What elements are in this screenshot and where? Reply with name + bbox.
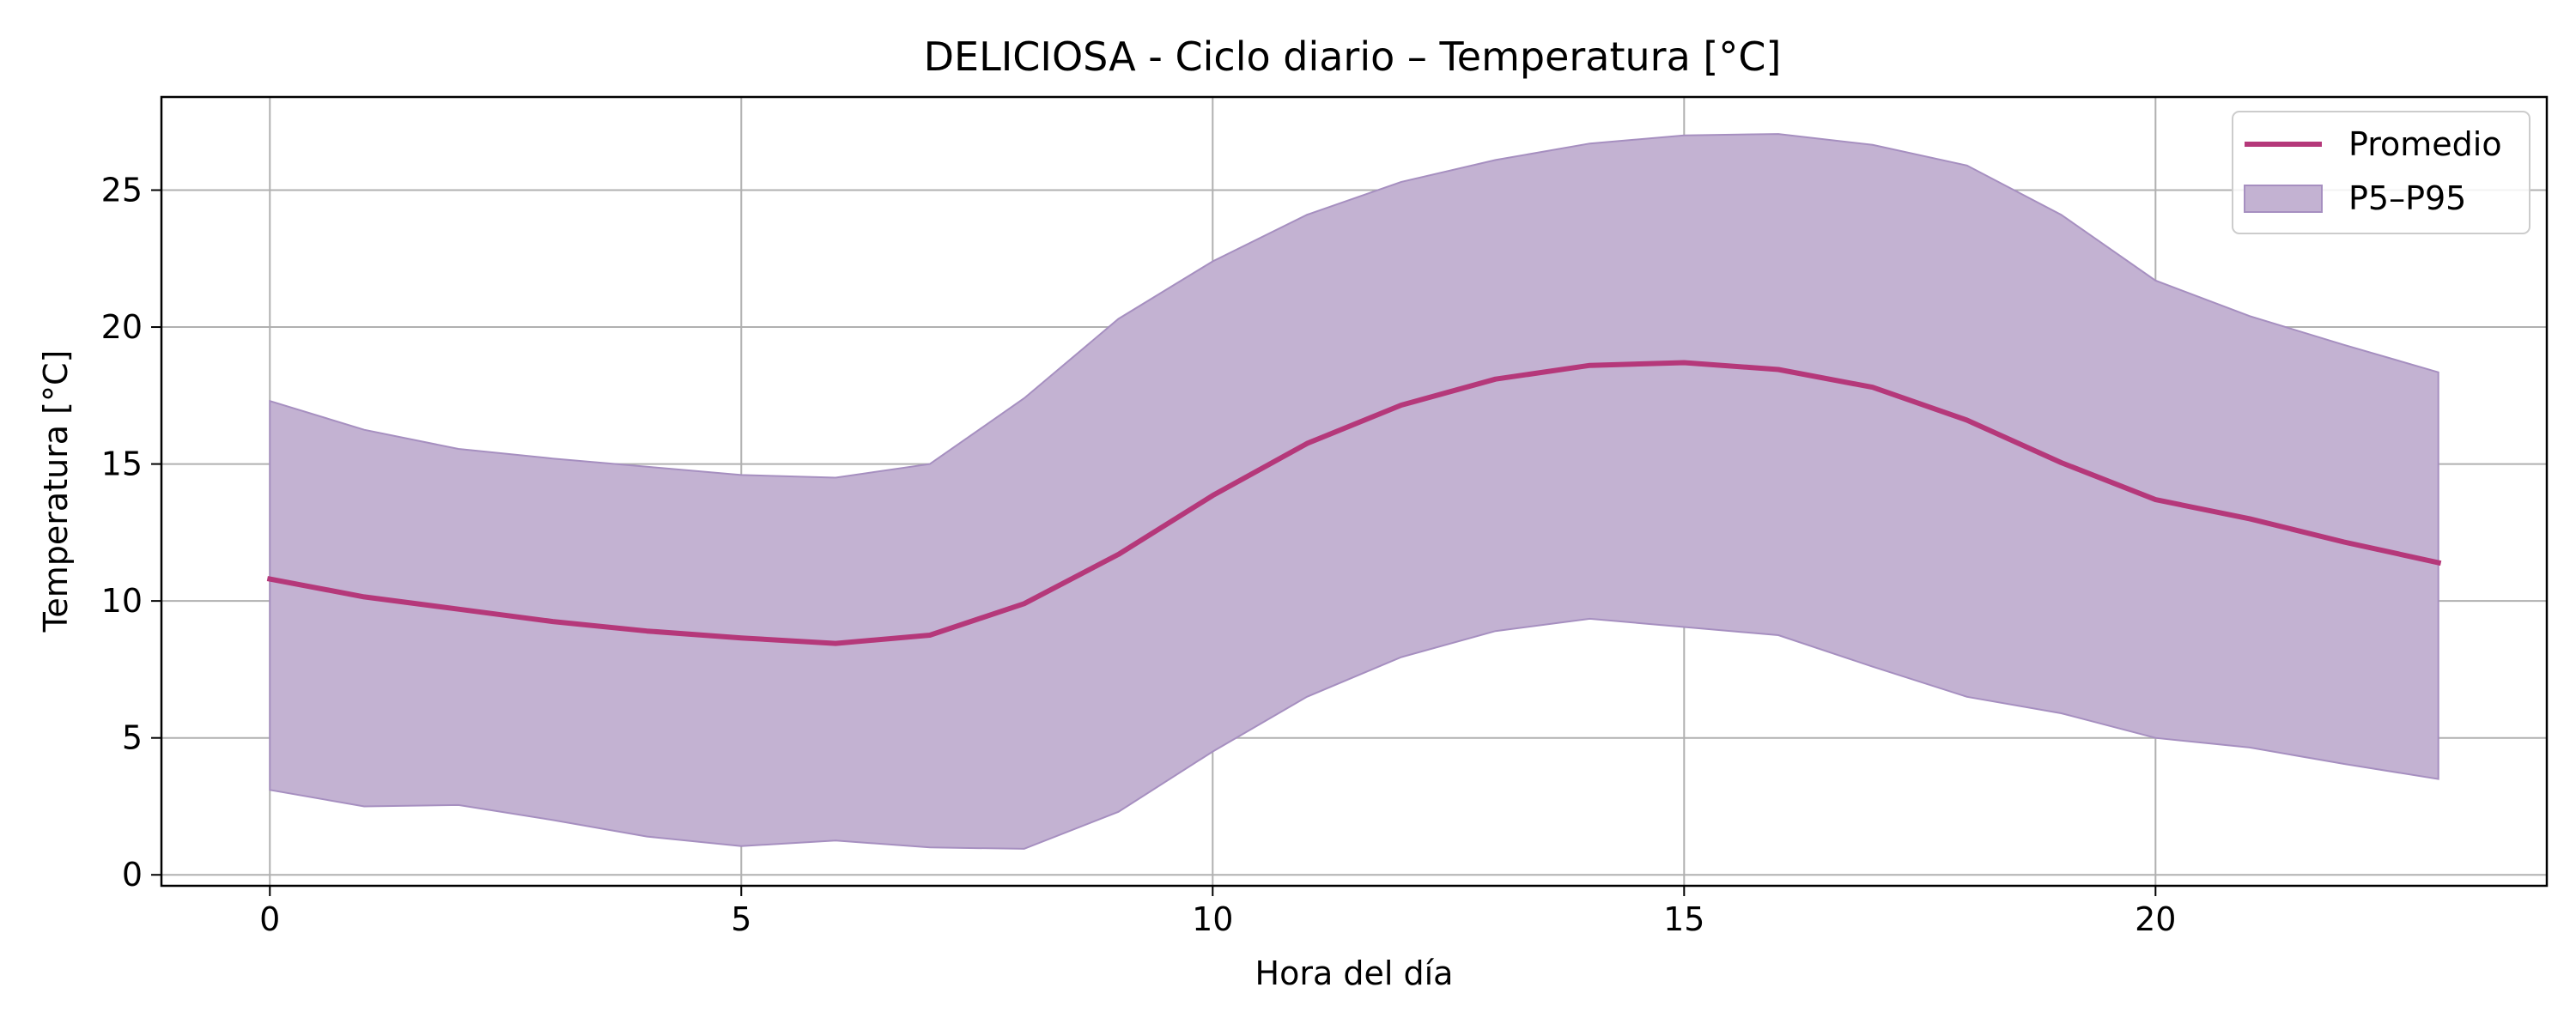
band-p5-p95 [269,133,2439,850]
x-axis-label: Hora del día [1255,954,1454,992]
axis-ticks: 0 5 10 15 20 0 5 10 15 20 25 [101,171,2177,938]
y-tick-label: 5 [122,719,143,757]
x-tick-label: 15 [1663,900,1704,938]
y-tick-label: 25 [101,171,143,209]
y-tick-label: 20 [101,308,143,346]
legend-label-promedio: Promedio [2348,125,2502,163]
line-layer [266,360,2442,646]
legend-swatch-p5-p95 [2244,185,2323,213]
legend-label-p5-p95: P5–P95 [2348,179,2466,217]
y-tick-label: 10 [101,582,143,620]
y-axis-label: Temperatura [°C] [37,350,75,633]
x-tick-label: 20 [2135,900,2176,938]
y-tick-label: 0 [122,856,143,894]
x-tick-label: 5 [731,900,751,938]
line-promedio [266,360,2442,646]
y-tick-label: 15 [101,445,143,483]
plot-frame [160,95,2549,888]
legend: Promedio P5–P95 [2232,111,2530,234]
x-tick-label: 10 [1192,900,1233,938]
band-layer [269,133,2439,850]
chart-title: DELICIOSA - Ciclo diario – Temperatura [… [924,33,1782,80]
x-tick-label: 0 [259,900,280,938]
